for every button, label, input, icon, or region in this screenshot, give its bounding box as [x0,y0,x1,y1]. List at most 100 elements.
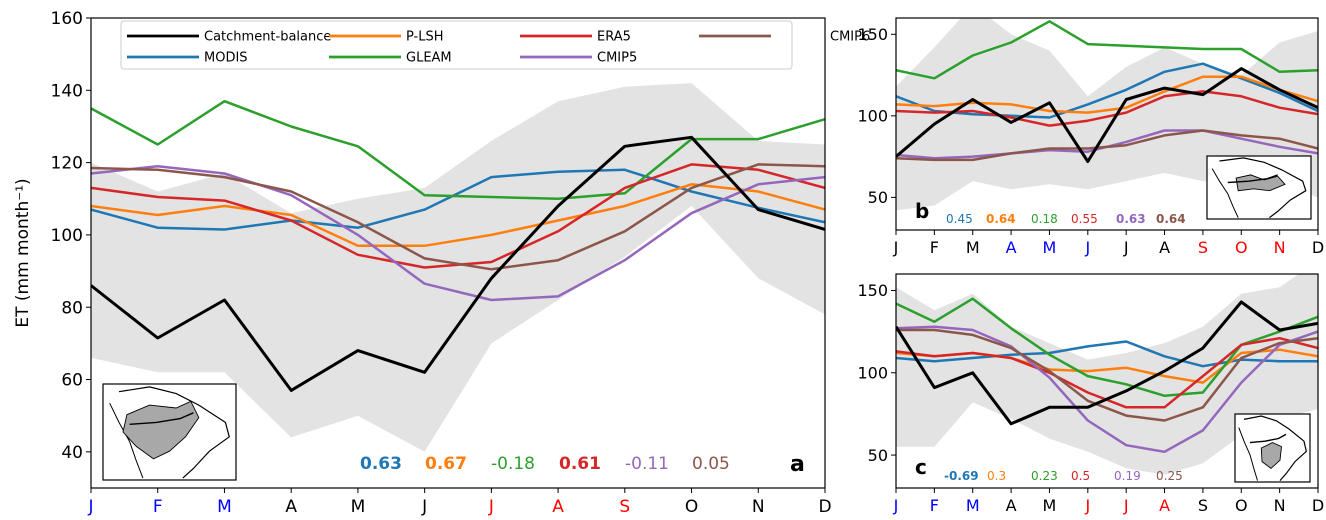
series-line-cmip6 [896,328,1318,422]
series-line-catchment-balance [896,300,1318,426]
x-tick-label: J [488,497,494,517]
x-tick-label: J [87,497,93,517]
series-line-modis [896,62,1318,119]
legend-label-modis: MODIS [204,51,248,66]
x-tick-label: D [1312,496,1324,515]
x-tick-label: S [1198,496,1208,515]
series-line-era5 [896,90,1318,127]
inset-map [102,383,237,481]
series-line-p-lsh [91,183,825,248]
panel-letter: c [915,455,927,479]
inset-west-border [1238,427,1258,481]
correlation-label-cmip5: 0.63 [1116,212,1146,226]
x-tick-label: A [285,497,297,517]
x-tick-label: N [752,497,765,517]
panel-a: 40 60 80 100 120 140 160 J F M A M J J A S O N D ET (mm mon… [13,9,832,517]
x-tick-label: J [421,497,427,517]
uncertainty-band [896,274,1318,475]
inset-coastline [1243,415,1307,481]
correlation-label-modis: 0.63 [360,454,402,474]
legend: Catchment-balance MODIS P-LSH GLEAM ERA5 CMIP… [120,20,870,70]
correlation-label-p-lsh: 0.3 [987,469,1006,483]
inset-map [1206,155,1312,220]
x-tick-label: D [818,497,831,517]
legend-label-cmip5: CMIP5 [597,51,637,66]
y-tick-label: 50 [868,188,888,207]
legend-label-gleam: GLEAM [406,51,452,66]
panel-letter: a [790,452,805,477]
inset-basin-shape [1235,174,1286,192]
inset-river [129,412,194,425]
inset-river [1227,174,1278,184]
plot-frame [895,17,1319,231]
x-tick-label: J [893,496,899,515]
plot-area-c [896,274,1318,475]
x-tick-label: J [1123,238,1129,257]
legend-frame [120,20,793,70]
legend-label-p-lsh: P-LSH [406,30,444,45]
legend-label-era5: ERA5 [597,30,631,45]
plot-frame [895,273,1319,489]
panel-c: 50 100 150 J F M A M J J A S O N D -0.69 0.3 0.23 0.5 0.19 0… [857,273,1324,515]
correlation-label-modis: 0.45 [946,212,973,226]
series-line-gleam [896,20,1318,80]
series-line-modis [91,168,825,231]
x-tick-label: M [966,238,980,257]
y-tick-label: 150 [857,25,888,44]
legend-label-cmip6: CMIP6 [830,30,870,45]
y-tick-label: 100 [857,107,888,126]
x-tick-label: M [966,496,980,515]
panel-letter: b [915,199,929,223]
correlation-label-p-lsh: 0.64 [986,212,1016,226]
series-line-cmip6 [896,129,1318,162]
x-tick-label: O [1235,238,1248,257]
x-tick-label: M [217,497,232,517]
x-tick-label: J [1084,496,1090,515]
x-tick-label: J [1084,238,1090,257]
y-tick-label: 40 [61,443,83,463]
x-tick-label: D [1312,238,1324,257]
series-line-catchment-balance [91,135,825,392]
inset-coastline [118,386,230,479]
x-tick-label: O [1235,496,1248,515]
correlation-label-p-lsh: 0.67 [425,454,467,474]
x-tick-label: M [351,497,366,517]
x-tick-label: F [930,238,939,257]
y-tick-label: 140 [51,81,83,101]
correlation-label-era5: 0.61 [559,454,601,474]
x-tick-label: F [153,497,163,517]
inset-map [1234,413,1311,483]
x-tick-label: A [1159,238,1170,257]
y-tick-label: 160 [51,9,83,29]
correlation-label-era5: 0.5 [1071,469,1090,483]
correlation-label-cmip6: 0.64 [1156,212,1186,226]
x-tick-label: F [930,496,939,515]
y-tick-label: 50 [868,446,888,465]
series-line-gleam [91,99,825,201]
series-line-cmip5 [896,325,1318,454]
x-tick-label: N [1274,496,1286,515]
legend-label-catchment-balance: Catchment-balance [204,30,331,45]
x-tick-label: A [552,497,564,517]
correlation-label-gleam: 0.23 [1031,469,1058,483]
x-tick-label: J [893,238,899,257]
series-line-catchment-balance [896,67,1318,163]
plot-frame [90,17,826,489]
correlation-label-cmip5: 0.19 [1114,469,1141,483]
y-tick-label: 150 [857,281,888,300]
correlation-label-modis: -0.69 [944,469,979,483]
inset-coastline [1219,157,1307,219]
y-tick-label: 120 [51,154,83,174]
x-tick-label: J [1123,496,1129,515]
series-line-cmip5 [91,164,825,302]
x-tick-label: O [685,497,698,517]
y-tick-label: 80 [61,298,83,318]
inset-basin-shape [122,400,200,460]
inset-map-frame [1206,155,1312,220]
inset-basin-shape [1260,442,1282,469]
series-line-cmip6 [91,163,825,271]
correlation-label-gleam: 0.18 [1031,212,1058,226]
x-tick-label: A [1006,496,1017,515]
x-tick-label: A [1159,496,1170,515]
